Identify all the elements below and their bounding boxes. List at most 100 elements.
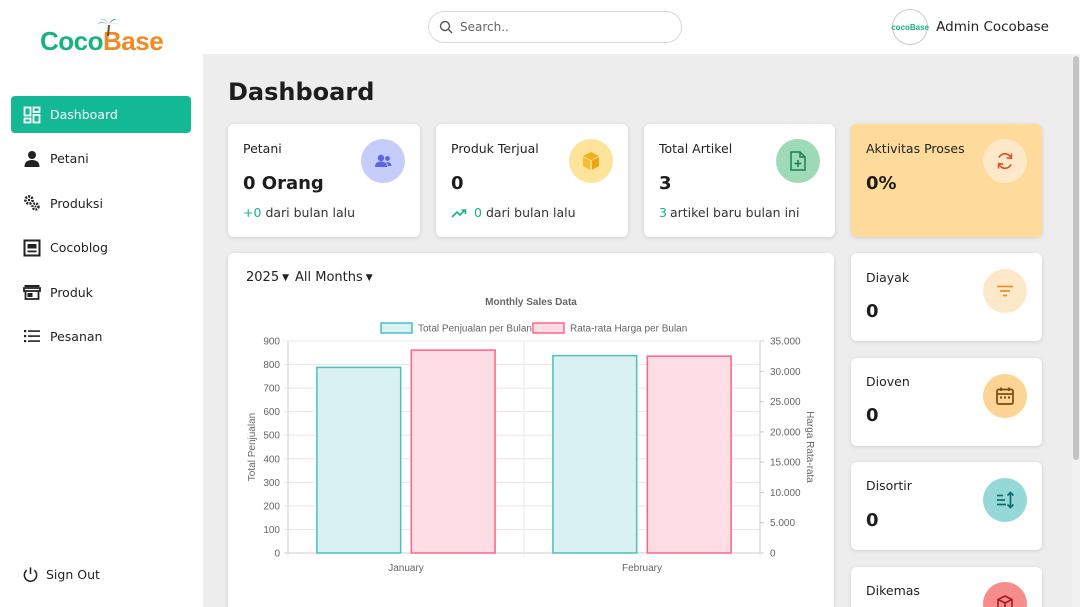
sidebar: CocoBase Dashboard Petani Produksi Cocob… (0, 0, 203, 607)
stat-value: 0 Orang (243, 173, 324, 194)
sidebar-item-produk[interactable]: Produk (11, 274, 191, 311)
person-icon (24, 150, 40, 167)
sidebar-item-label: Pesanan (50, 328, 103, 344)
stat-label: Petani (243, 141, 282, 156)
sidebar-item-label: Produk (50, 284, 93, 300)
process-label: Dikemas (866, 583, 920, 598)
y-tick-label: 700 (263, 384, 280, 395)
y2-tick-label: 35.000 (770, 337, 801, 348)
y2-axis-title: Harga Rata-rata (804, 411, 815, 483)
dashboard-icon (23, 106, 41, 123)
logo-text-part1: Coco (40, 26, 104, 56)
sales-chart: Monthly Sales Data Total Penjualan per Bu… (247, 297, 815, 574)
search-box[interactable] (428, 11, 682, 43)
bar-rata-rata-harga (410, 349, 496, 554)
add-document-icon (776, 139, 820, 183)
sidebar-item-pesanan[interactable]: Pesanan (11, 318, 191, 355)
avatar-text: cocoBase (891, 22, 930, 32)
year-select-value: 2025 (246, 270, 280, 285)
search-input[interactable] (460, 20, 660, 34)
y-tick-label: 0 (274, 549, 280, 560)
y2-tick-label: 20.000 (770, 427, 801, 438)
stat-label: Total Artikel (659, 141, 733, 156)
sign-out-label: Sign Out (46, 567, 100, 582)
y-tick-label: 200 (263, 501, 280, 512)
stat-sub: 0 dari bulan lalu (451, 205, 576, 220)
farmers-icon (361, 139, 405, 183)
y2-tick-label: 0 (770, 549, 776, 560)
year-select[interactable]: 2025 ▼ (246, 270, 289, 285)
article-icon (23, 239, 41, 257)
sidebar-item-label: Cocoblog (50, 240, 108, 256)
filter-icon (983, 269, 1027, 313)
y-tick-label: 500 (263, 431, 280, 442)
list-icon (24, 330, 40, 343)
stat-change: 0 (474, 205, 482, 220)
page-scrollbar[interactable] (1072, 54, 1080, 607)
process-value: 0 (866, 301, 879, 322)
y2-tick-label: 30.000 (770, 367, 801, 378)
sidebar-item-cocoblog[interactable]: Cocoblog (11, 229, 191, 266)
page-title: Dashboard (228, 78, 375, 106)
stat-value: 0 (451, 173, 464, 194)
x-tick-label: February (622, 563, 662, 574)
stat-card-total-artikel: Total Artikel 3 3 artikel baru bulan ini (644, 124, 835, 237)
y-axis-title: Total Penjualan (247, 413, 258, 481)
user-menu[interactable]: cocoBase Admin Cocobase (891, 9, 1049, 45)
sign-out-button[interactable]: Sign Out (22, 566, 100, 583)
sidebar-item-petani[interactable]: Petani (11, 140, 191, 177)
sidebar-item-label: Petani (50, 151, 89, 167)
y2-tick-label: 5.000 (770, 518, 795, 529)
sidebar-item-dashboard[interactable]: Dashboard (11, 96, 191, 133)
user-name: Admin Cocobase (936, 19, 1049, 35)
legend-swatch (532, 322, 565, 334)
sidebar-nav: Dashboard Petani Produksi Cocoblog Produ… (11, 96, 191, 362)
process-value: 0 (866, 510, 879, 531)
month-select[interactable]: All Months ▼ (295, 270, 373, 285)
stat-sub-text: artikel baru bulan ini (669, 205, 800, 220)
process-card-dikemas: Dikemas (851, 567, 1042, 607)
process-card-diayak: Diayak 0 (851, 253, 1042, 341)
legend-label: Rata-rata Harga per Bulan (570, 324, 687, 335)
stat-value: 3 (659, 173, 672, 194)
stat-label: Aktivitas Proses (866, 141, 965, 156)
stat-card-aktivitas-proses: Aktivitas Proses 0% (851, 124, 1042, 237)
stat-change: 3 (659, 205, 667, 220)
month-select-value: All Months (295, 270, 363, 285)
sidebar-item-label: Produksi (50, 195, 103, 211)
scrollbar-thumb[interactable] (1073, 56, 1079, 460)
gears-icon (24, 195, 40, 211)
logo-text-part2: Base (103, 26, 164, 56)
y2-tick-label: 10.000 (770, 488, 801, 499)
process-label: Dioven (866, 374, 910, 389)
process-card-disortir: Disortir 0 (851, 462, 1042, 550)
sort-icon (983, 478, 1027, 522)
legend-swatch (380, 322, 413, 334)
process-card-dioven: Dioven 0 (851, 358, 1042, 446)
chart-title: Monthly Sales Data (485, 297, 577, 308)
process-value: 0 (866, 405, 879, 426)
bar-rata-rata-harga (646, 355, 732, 554)
y-tick-label: 100 (263, 525, 280, 536)
calendar-icon (983, 374, 1027, 418)
y-tick-label: 800 (263, 360, 280, 371)
bar-total-penjualan (552, 354, 638, 554)
process-label: Diayak (866, 270, 910, 285)
stat-change: +0 (243, 205, 262, 220)
top-bar: cocoBase Admin Cocobase (203, 0, 1080, 54)
x-tick-label: January (388, 563, 424, 574)
chart-filters: 2025 ▼ All Months ▼ (246, 270, 379, 285)
sidebar-item-produksi[interactable]: Produksi (11, 185, 191, 222)
stat-value: 0% (866, 173, 897, 194)
stat-card-petani: Petani 0 Orang +0 dari bulan lalu (228, 124, 420, 237)
power-icon (23, 567, 38, 582)
cocobase-logo[interactable]: CocoBase (40, 18, 164, 57)
y-tick-label: 900 (263, 337, 280, 348)
avatar: cocoBase (891, 9, 930, 45)
stat-sub-text: dari bulan lalu (485, 205, 576, 220)
stat-sub: +0 dari bulan lalu (243, 205, 355, 220)
store-icon (23, 285, 41, 300)
refresh-icon (983, 139, 1027, 183)
stat-sub-text: dari bulan lalu (265, 205, 356, 220)
y-tick-label: 600 (263, 407, 280, 418)
